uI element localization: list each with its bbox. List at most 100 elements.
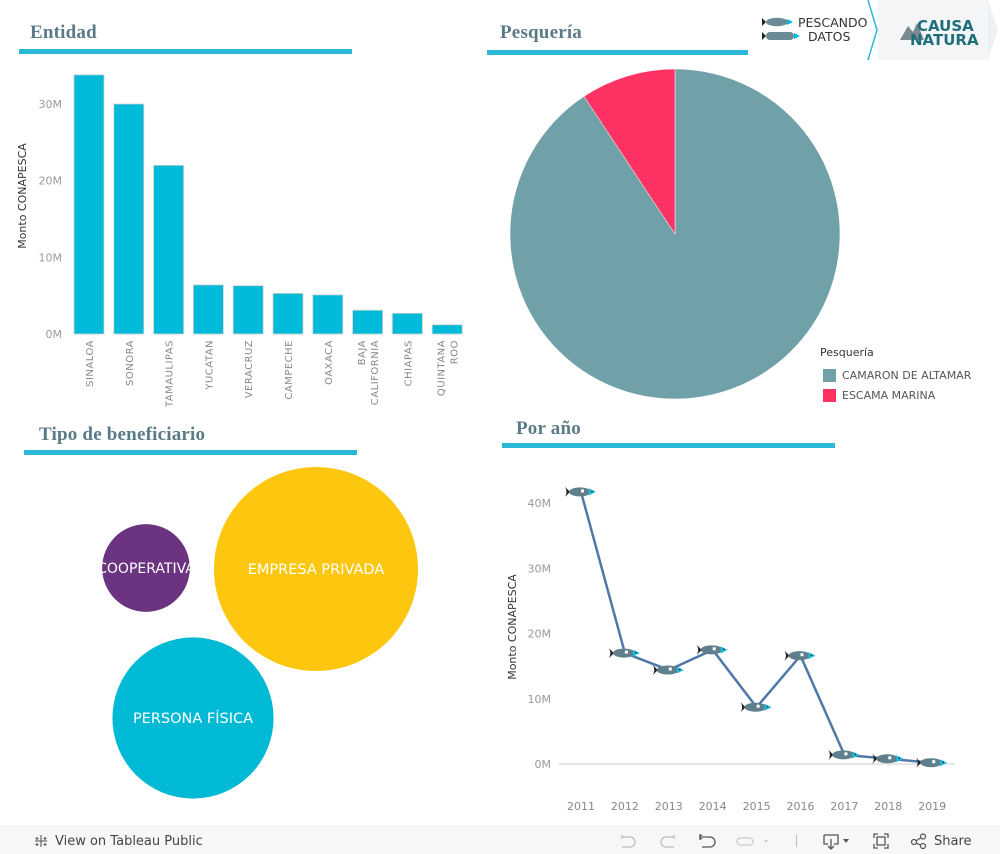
- bar-yucatan[interactable]: [192, 284, 224, 335]
- download-icon: [823, 834, 849, 850]
- redo-button[interactable]: [658, 827, 678, 854]
- fish-fin: [581, 489, 584, 493]
- revert-button[interactable]: [698, 827, 718, 854]
- fish-eye: [591, 490, 593, 493]
- bar-x-tick-label: TAMAULIPAS: [165, 340, 176, 408]
- fish-marker-2018[interactable]: [872, 753, 904, 764]
- share-label: Share: [934, 833, 972, 849]
- fish-body: [788, 651, 811, 661]
- bar-tamaulipas[interactable]: [153, 164, 185, 335]
- pescando-text: PESCANDO: [798, 15, 868, 30]
- legend-title: Pesquería: [820, 346, 874, 359]
- bar-oaxaca[interactable]: [312, 294, 344, 335]
- line-x-tick-label: 2013: [655, 800, 683, 813]
- fish-eye: [766, 705, 769, 708]
- fish-logo-icon: [762, 17, 793, 27]
- tableau-logo-icon: [35, 835, 47, 847]
- line-y-tick-label: 40M: [528, 497, 552, 510]
- fish-eye: [635, 651, 637, 654]
- bar-quintana-roo[interactable]: [431, 324, 463, 335]
- bar-y-tick-label: 30M: [39, 98, 63, 111]
- fish-eye: [810, 654, 813, 656]
- line-x-tick-label: 2012: [611, 800, 639, 813]
- share-button[interactable]: Share: [910, 827, 972, 854]
- fish-fin: [668, 667, 672, 671]
- line-x-tick-label: 2018: [874, 800, 902, 813]
- line-x-tick-label: 2017: [830, 800, 858, 813]
- fish-marker-2011[interactable]: [565, 486, 596, 497]
- line-y-tick-label: 0M: [535, 758, 552, 771]
- legend-item-escama[interactable]: ESCAMA MARINA: [820, 385, 971, 405]
- line-y-tick-label: 10M: [528, 693, 552, 706]
- pie-slice-escama-marina[interactable]: [583, 68, 676, 235]
- fish-body: [656, 665, 679, 675]
- line-series: [579, 491, 933, 764]
- fish-body: [700, 645, 723, 655]
- legend-label: CAMARON DE ALTAMAR: [842, 368, 972, 382]
- pesqueria-title-underline: [487, 50, 748, 55]
- fish-body: [744, 702, 767, 712]
- bubble-cooperativa[interactable]: COOPERATIVA: [97, 524, 195, 612]
- bar-x-tick-label: QUINTANA: [437, 340, 448, 396]
- view-on-tableau-label: View on Tableau Public: [55, 833, 203, 849]
- bar-chiapas[interactable]: [391, 312, 423, 335]
- por-anio-line-chart: Monto CONAPESCA 0M 10M 20M 30M 40M 2011 2012 201…: [506, 486, 955, 813]
- mountain-icon: [900, 23, 924, 40]
- causa-natura-bg: [878, 0, 988, 60]
- fish-marker-2016[interactable]: [784, 650, 816, 661]
- fish-marker-2019[interactable]: [916, 757, 948, 768]
- bar-baja-california[interactable]: [352, 309, 384, 335]
- logo-divider: [867, 0, 878, 61]
- bar-veracruz[interactable]: [232, 285, 264, 335]
- fish-tail: [652, 665, 658, 676]
- bubble-persona-física[interactable]: PERSONA FÍSICA: [112, 637, 274, 799]
- bar-y-tick-label: 0M: [46, 328, 63, 341]
- fish-body: [832, 750, 855, 760]
- bar-sonora[interactable]: [113, 103, 145, 335]
- bar-sinaloa[interactable]: [73, 74, 105, 335]
- undo-button[interactable]: [618, 827, 638, 854]
- tipo-beneficiario-title: Tipo de beneficiario: [39, 424, 206, 445]
- line-y-axis-label: Monto CONAPESCA: [506, 574, 519, 680]
- legend-swatch-camaron: [823, 368, 836, 382]
- toolbar-separator: [796, 835, 797, 847]
- download-button[interactable]: [821, 827, 853, 854]
- pescando-datos-logo: PESCANDO DATOS: [762, 15, 868, 44]
- fish-fin: [932, 760, 936, 764]
- fish-tail: [916, 757, 922, 768]
- pesqueria-title: Pesquería: [500, 22, 583, 43]
- pie-slice-camaron-de-altamar[interactable]: [509, 68, 841, 400]
- bar-x-tick-label: SINALOA: [85, 340, 96, 387]
- pesqueria-pie-chart: [509, 68, 841, 400]
- fish-marker-2017[interactable]: [828, 749, 860, 760]
- fullscreen-button[interactable]: [872, 827, 890, 854]
- fish-marker-2013[interactable]: [652, 665, 684, 676]
- bar-x-tick-label: VERACRUZ: [244, 340, 255, 398]
- bubble-empresa-privada[interactable]: EMPRESA PRIVADA: [214, 467, 418, 671]
- bubble-circle: [112, 637, 274, 799]
- legend-item-camaron[interactable]: CAMARON DE ALTAMAR: [820, 365, 971, 385]
- fish-marker-2012[interactable]: [608, 648, 640, 659]
- fish-tail: [872, 753, 878, 764]
- pesqueria-legend: Pesquería CAMARON DE ALTAMAR ESCAMA MARI…: [820, 346, 971, 405]
- line-x-tick-label: 2015: [743, 800, 771, 813]
- view-on-tableau-link[interactable]: View on Tableau Public: [33, 827, 203, 854]
- bar-x-tick-label: CALIFORNIA: [370, 340, 381, 405]
- bubble-label: PERSONA FÍSICA: [133, 710, 253, 727]
- fish-eye: [679, 668, 681, 671]
- tipo-beneficiario-title-underline: [24, 450, 357, 455]
- bubble-label: EMPRESA PRIVADA: [248, 562, 385, 578]
- entidad-title-underline: [19, 49, 352, 54]
- causa-natura-logo: CAUSA NATURA: [900, 17, 979, 49]
- share-icon: [910, 833, 927, 849]
- legend-swatch-escama: [823, 388, 836, 402]
- refresh-button[interactable]: [736, 827, 772, 854]
- fish-marker-2014[interactable]: [696, 644, 728, 655]
- fish-body: [612, 648, 635, 658]
- fish-eye: [898, 757, 901, 760]
- fish-tail: [565, 486, 570, 497]
- fish-marker-2015[interactable]: [740, 702, 772, 713]
- bar-y-tick-label: 10M: [39, 251, 63, 264]
- line-x-tick-label: 2014: [699, 800, 727, 813]
- bar-campeche[interactable]: [272, 292, 304, 335]
